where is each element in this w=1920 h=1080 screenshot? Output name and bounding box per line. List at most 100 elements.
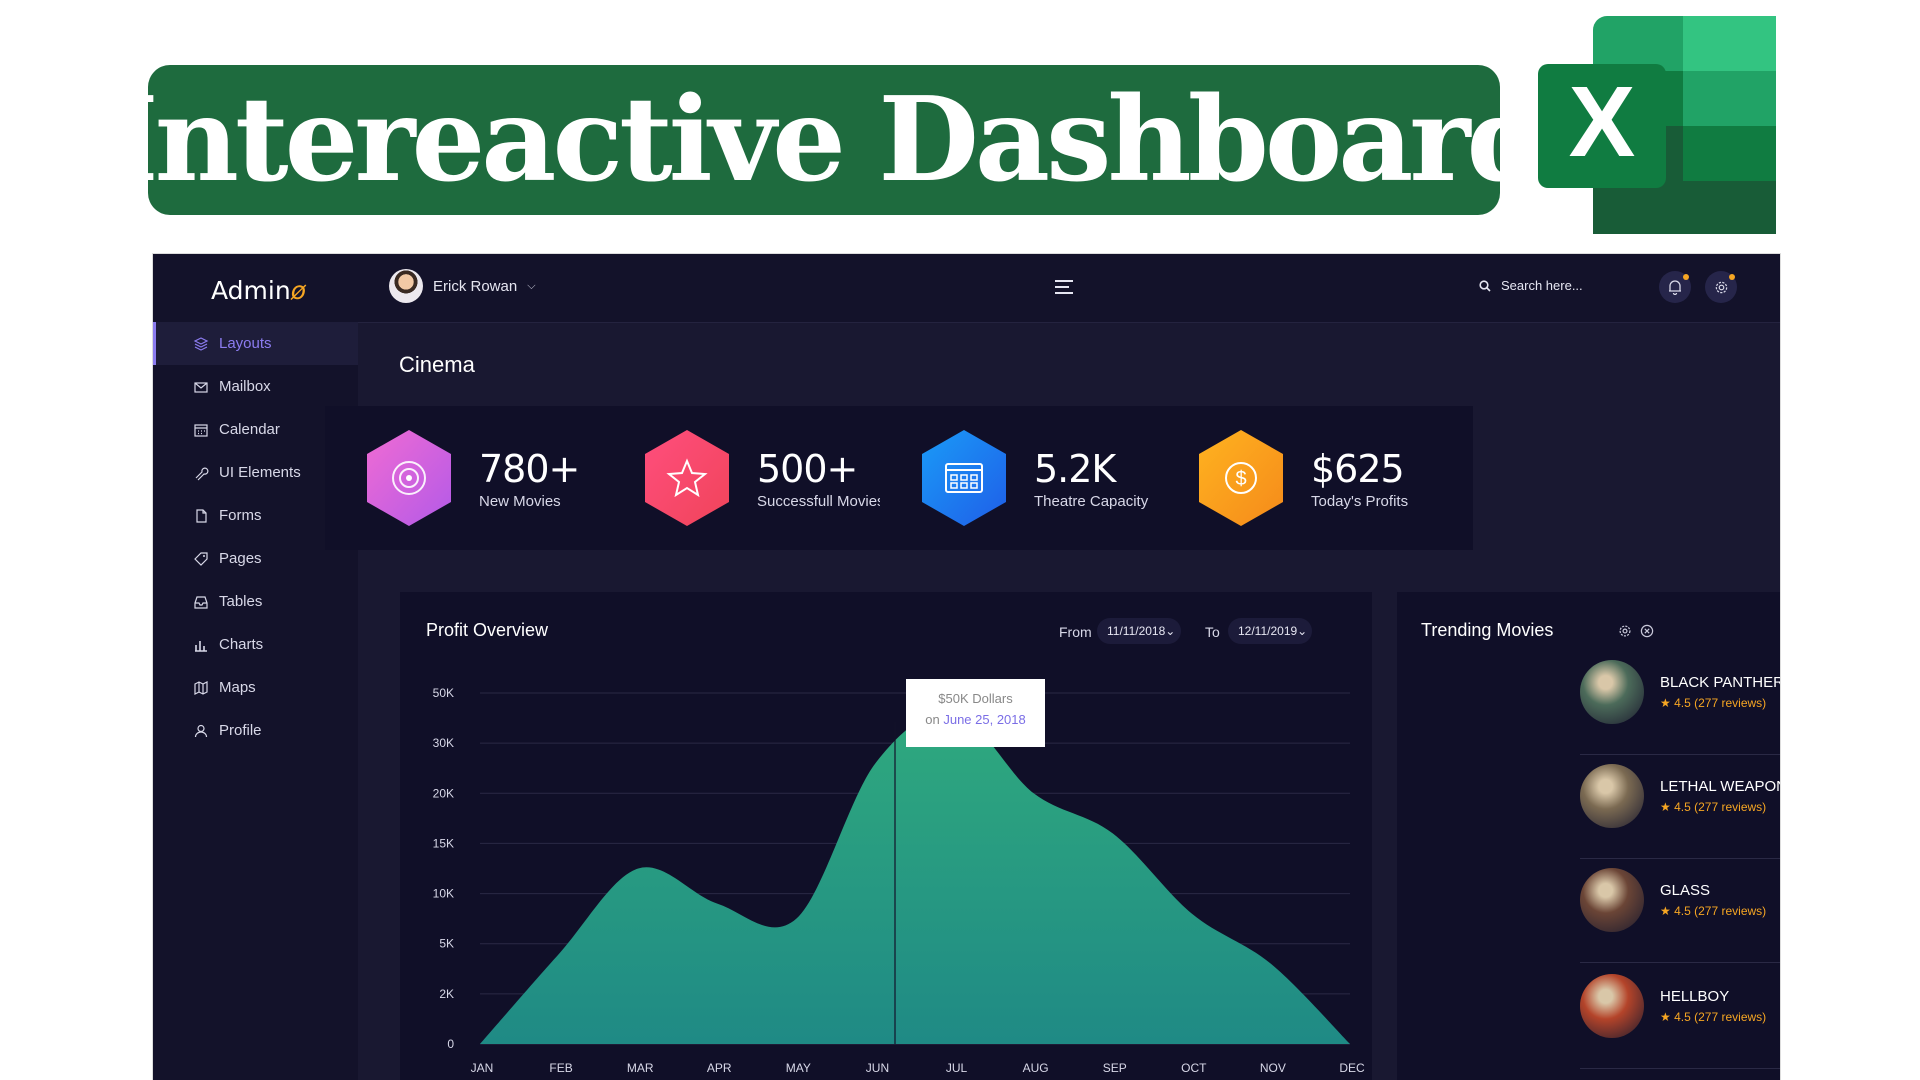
y-tick-label: 0 [447, 1037, 454, 1051]
profit-overview-panel: Profit Overview From 11/11/2018 ⌄ To 12/1… [400, 592, 1372, 1080]
settings-button[interactable] [1705, 271, 1737, 303]
x-tick-label: SEP [1103, 1061, 1127, 1075]
tooltip-date: June 25, 2018 [943, 712, 1026, 727]
star-icon: ★ [1660, 696, 1671, 710]
sidebar-item-label: Tables [219, 593, 263, 610]
sidebar-item-profile[interactable]: Profile [153, 709, 358, 752]
sidebar-item-forms[interactable]: Forms [153, 494, 358, 537]
stat-value: 500+ [757, 446, 858, 491]
banner-title: Intereactive Dashboard [104, 72, 1547, 208]
star-icon [645, 430, 729, 526]
tag-icon [194, 551, 208, 566]
stat-card-successfull-movies: 500+ Successfull Movies [603, 406, 919, 550]
y-tick-label: 15K [433, 836, 454, 850]
excel-logo: X [1538, 16, 1776, 234]
to-date-select[interactable]: 12/11/2019 ⌄ [1228, 618, 1312, 644]
hamburger-icon[interactable] [1055, 280, 1073, 294]
profit-area [480, 712, 1350, 1044]
chevron-down-icon: ⌄ [1165, 624, 1176, 638]
sidebar-item-mailbox[interactable]: Mailbox [153, 365, 358, 408]
chevron-down-icon: ⌄ [1297, 624, 1308, 638]
movie-poster [1580, 660, 1644, 724]
calendar-icon [194, 423, 208, 437]
star-icon: ★ [1660, 1010, 1671, 1024]
stat-value: $625 [1311, 446, 1405, 491]
bell-icon [1669, 279, 1681, 295]
sidebar-item-label: Mailbox [219, 378, 271, 395]
movie-title: BLACK PANTHER [1660, 674, 1780, 691]
profit-overview-title: Profit Overview [426, 620, 549, 640]
movie-poster [1580, 974, 1644, 1038]
stat-value: 780+ [479, 446, 580, 491]
search-input[interactable] [1501, 278, 1621, 293]
y-tick-label: 2K [439, 987, 454, 1001]
wrench-icon [195, 467, 209, 480]
movie-poster [1580, 764, 1644, 828]
gear-icon[interactable] [1618, 624, 1632, 638]
sidebar-item-label: Layouts [219, 335, 272, 352]
movie-rating: ★ 4.5 (277 reviews) [1660, 696, 1767, 710]
star-icon: ★ [1660, 800, 1671, 814]
dashboard: Adminø Erick Rowan ⌵ Layouts Mailbox Calen… [153, 254, 1780, 1080]
bar-chart-icon [195, 640, 207, 652]
trending-movies-title: Trending Movies [1421, 620, 1554, 640]
to-label: To [1205, 624, 1220, 640]
x-tick-label: JAN [471, 1061, 494, 1075]
chevron-down-icon: ⌵ [527, 279, 536, 292]
sidebar-item-tables[interactable]: Tables [153, 580, 358, 623]
trending-movie-item[interactable]: BLACK PANTHER★ 4.5 (277 reviews)TRAILER [1580, 650, 1780, 755]
x-tick-label: JUL [946, 1061, 968, 1075]
movie-poster [1580, 868, 1644, 932]
stat-value: 5.2K [1034, 446, 1116, 491]
x-tick-label: MAR [627, 1061, 654, 1075]
theatre-icon [922, 430, 1006, 526]
stat-card-new-movies: 780+ New Movies [325, 406, 641, 550]
y-tick-label: 10K [433, 887, 454, 901]
from-date-select[interactable]: 11/11/2018 ⌄ [1097, 618, 1181, 644]
trending-movie-item[interactable]: GLASS★ 4.5 (277 reviews)TRAILER [1580, 858, 1780, 963]
gear-icon [1715, 281, 1727, 293]
from-label: From [1059, 624, 1092, 640]
x-tick-label: NOV [1260, 1061, 1286, 1075]
sidebar-item-pages[interactable]: Pages [153, 537, 358, 580]
sidebar-item-label: Profile [219, 722, 262, 739]
svg-text:$: $ [1235, 468, 1246, 490]
sidebar: Layouts Mailbox Calendar UI Elements Forms Pa… [153, 322, 358, 1080]
movie-title: GLASS [1660, 882, 1711, 899]
trending-movie-item[interactable]: LETHAL WEAPON★ 4.5 (277 reviews)TRAILER [1580, 754, 1780, 859]
user-icon [194, 724, 208, 737]
sidebar-item-label: Charts [219, 636, 264, 653]
x-tick-label: FEB [549, 1061, 572, 1075]
svg-text:X: X [1569, 66, 1636, 178]
search-icon[interactable] [1479, 279, 1491, 292]
notification-button[interactable] [1659, 271, 1691, 303]
movie-title: HELLBOY [1660, 988, 1730, 1005]
sidebar-item-layouts[interactable]: Layouts [153, 322, 358, 365]
mail-icon [194, 381, 208, 393]
sidebar-item-ui-elements[interactable]: UI Elements [153, 451, 358, 494]
y-tick-label: 5K [439, 937, 454, 951]
close-icon[interactable] [1640, 624, 1654, 638]
page-title: Cinema [399, 352, 475, 377]
x-tick-label: OCT [1181, 1061, 1207, 1075]
trending-movie-item[interactable]: HELLBOY★ 4.5 (277 reviews)TRAILER [1580, 964, 1780, 1069]
y-tick-label: 30K [433, 736, 454, 750]
sidebar-item-label: Forms [219, 507, 262, 524]
user-menu[interactable]: Erick Rowan ⌵ [389, 269, 536, 303]
search-bar [1479, 278, 1621, 293]
disc-icon [367, 430, 451, 526]
banner: Intereactive Dashboard [104, 65, 1548, 215]
map-icon [194, 680, 208, 695]
x-tick-label: MAY [786, 1061, 811, 1075]
x-tick-label: JUN [866, 1061, 889, 1075]
stat-label: Successfull Movies [757, 492, 885, 510]
sidebar-item-maps[interactable]: Maps [153, 666, 358, 709]
chart-tooltip: $50K Dollars on June 25, 2018 [906, 679, 1045, 747]
sidebar-item-calendar[interactable]: Calendar [153, 408, 358, 451]
tooltip-prefix: on [925, 712, 940, 727]
tooltip-value: $50K Dollars [938, 691, 1013, 706]
topbar: Adminø Erick Rowan ⌵ [153, 254, 1780, 323]
sidebar-item-charts[interactable]: Charts [153, 623, 358, 666]
user-name: Erick Rowan [433, 277, 518, 295]
brand-logo[interactable]: Adminø [211, 276, 306, 305]
